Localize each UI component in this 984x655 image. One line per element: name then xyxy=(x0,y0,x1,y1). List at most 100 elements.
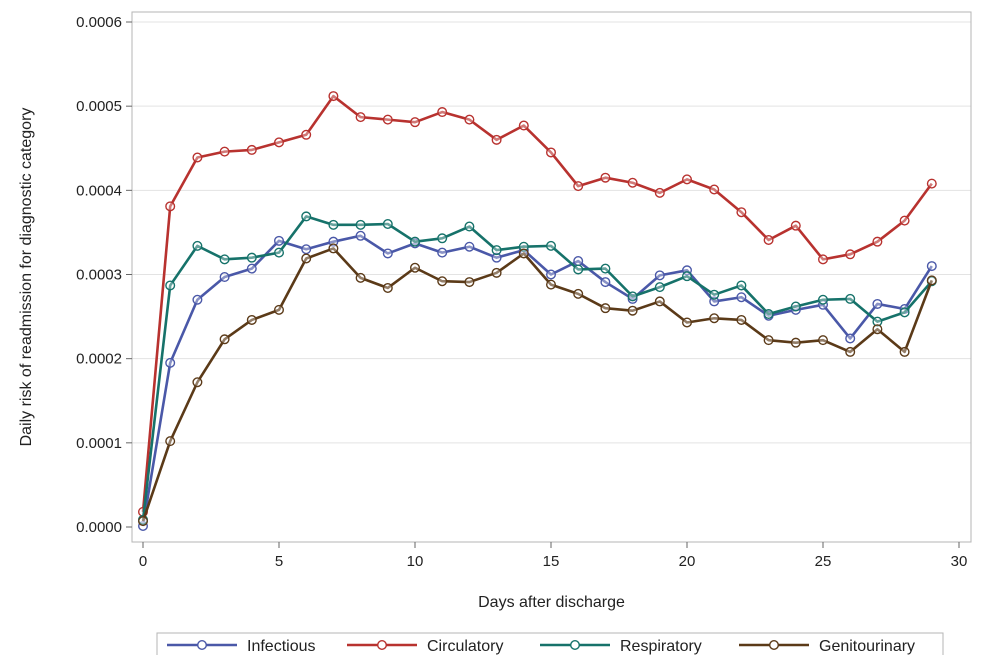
series-genitourinary xyxy=(137,243,937,527)
legend-item-genitourinary: Genitourinary xyxy=(739,638,915,655)
data-point-circulatory xyxy=(845,249,856,260)
x-tick-label: 5 xyxy=(275,553,283,570)
data-point-genitourinary xyxy=(355,272,366,283)
data-point-genitourinary xyxy=(736,314,747,325)
data-point-infectious xyxy=(654,270,665,281)
legend-marker-respiratory xyxy=(570,640,581,651)
data-point-genitourinary xyxy=(274,304,285,315)
data-point-genitourinary xyxy=(464,277,475,288)
data-point-respiratory xyxy=(328,219,339,230)
data-point-circulatory xyxy=(410,117,421,128)
data-point-circulatory xyxy=(763,234,774,245)
data-point-respiratory xyxy=(627,291,638,302)
data-point-genitourinary xyxy=(165,436,176,447)
data-point-infectious xyxy=(192,294,203,305)
series-infectious xyxy=(137,230,937,531)
data-point-circulatory xyxy=(219,146,230,157)
data-point-circulatory xyxy=(165,201,176,212)
data-point-infectious xyxy=(600,277,611,288)
data-point-respiratory xyxy=(600,263,611,274)
data-point-genitourinary xyxy=(573,288,584,299)
data-point-circulatory xyxy=(301,129,312,140)
data-point-infectious xyxy=(872,298,883,309)
data-point-respiratory xyxy=(518,241,529,252)
x-tick-label: 10 xyxy=(407,553,424,570)
data-point-respiratory xyxy=(546,240,557,251)
data-point-respiratory xyxy=(301,211,312,222)
data-point-circulatory xyxy=(736,207,747,218)
data-point-respiratory xyxy=(165,280,176,291)
data-point-circulatory xyxy=(382,114,393,125)
data-point-respiratory xyxy=(410,236,421,247)
data-point-genitourinary xyxy=(926,275,937,286)
y-tick-label: 0.0001 xyxy=(76,435,122,452)
data-point-infectious xyxy=(464,241,475,252)
data-point-respiratory xyxy=(192,240,203,251)
data-point-respiratory xyxy=(736,280,747,291)
data-point-genitourinary xyxy=(845,346,856,357)
x-tick-label: 15 xyxy=(543,553,560,570)
data-point-circulatory xyxy=(192,152,203,163)
legend-marker-genitourinary xyxy=(769,640,780,651)
x-tick-label: 20 xyxy=(679,553,696,570)
data-point-respiratory xyxy=(763,309,774,320)
data-point-infectious xyxy=(301,244,312,255)
data-point-genitourinary xyxy=(546,279,557,290)
x-tick-label: 0 xyxy=(139,553,147,570)
legend-label-respiratory: Respiratory xyxy=(620,638,702,655)
y-tick-label: 0.0003 xyxy=(76,267,122,284)
data-point-genitourinary xyxy=(491,267,502,278)
data-point-genitourinary xyxy=(899,346,910,357)
data-point-circulatory xyxy=(355,112,366,123)
data-point-infectious xyxy=(382,248,393,259)
y-tick-label: 0.0006 xyxy=(76,14,122,31)
data-point-respiratory xyxy=(682,271,693,282)
series-circulatory xyxy=(137,91,937,517)
data-point-infectious xyxy=(546,269,557,280)
data-point-genitourinary xyxy=(627,305,638,316)
data-point-genitourinary xyxy=(600,303,611,314)
data-point-genitourinary xyxy=(518,248,529,259)
data-point-circulatory xyxy=(328,91,339,102)
data-point-circulatory xyxy=(872,236,883,247)
x-tick-label: 25 xyxy=(815,553,832,570)
series-line-circulatory xyxy=(141,94,933,512)
data-point-circulatory xyxy=(464,114,475,125)
data-point-genitourinary xyxy=(301,253,312,264)
data-point-infectious xyxy=(491,252,502,263)
legend-item-circulatory: Circulatory xyxy=(347,638,503,655)
data-point-circulatory xyxy=(926,178,937,189)
data-point-infectious xyxy=(328,236,339,247)
data-point-respiratory xyxy=(709,289,720,300)
x-tick-label: 30 xyxy=(951,553,968,570)
data-point-circulatory xyxy=(899,215,910,226)
data-point-respiratory xyxy=(355,219,366,230)
data-point-respiratory xyxy=(382,218,393,229)
data-point-respiratory xyxy=(654,282,665,293)
data-point-genitourinary xyxy=(872,324,883,335)
data-point-genitourinary xyxy=(137,516,148,527)
data-point-infectious xyxy=(845,333,856,344)
data-point-circulatory xyxy=(274,137,285,148)
x-axis-title: Days after discharge xyxy=(478,594,625,611)
data-point-genitourinary xyxy=(382,282,393,293)
data-point-infectious xyxy=(709,296,720,307)
legend-label-circulatory: Circulatory xyxy=(427,638,503,655)
data-point-respiratory xyxy=(274,247,285,258)
data-point-respiratory xyxy=(219,254,230,265)
data-point-circulatory xyxy=(573,181,584,192)
legend: Infectious Circulatory Respiratory Genitour… xyxy=(156,632,944,655)
data-point-genitourinary xyxy=(246,314,257,325)
data-point-infectious xyxy=(219,272,230,283)
data-point-circulatory xyxy=(709,184,720,195)
legend-label-genitourinary: Genitourinary xyxy=(819,638,915,655)
data-point-infectious xyxy=(246,263,257,274)
data-point-genitourinary xyxy=(192,377,203,388)
series-line-infectious xyxy=(141,234,933,527)
data-point-circulatory xyxy=(818,254,829,265)
data-point-genitourinary xyxy=(790,337,801,348)
data-point-genitourinary xyxy=(437,276,448,287)
data-point-infectious xyxy=(736,292,747,303)
data-point-infectious xyxy=(926,261,937,272)
